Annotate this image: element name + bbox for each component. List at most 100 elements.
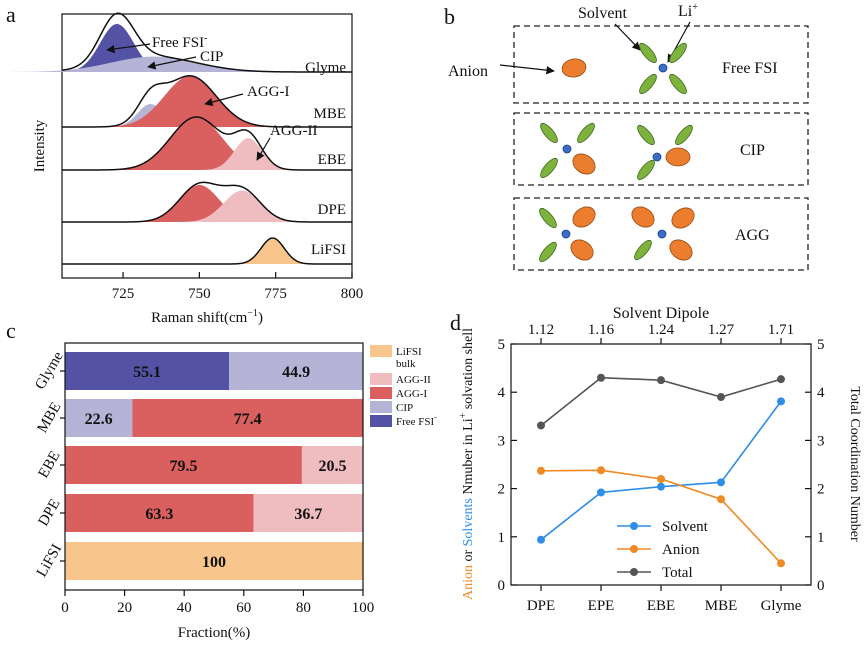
- anion-molecule: [572, 206, 596, 228]
- anion-molecule: [572, 153, 596, 175]
- panel-label-d: d: [450, 310, 461, 335]
- solvent-molecule: [634, 239, 652, 261]
- bar-segment-glyme-free-fsi: [65, 352, 230, 390]
- bar-segment-lifsi-lifsi-bulk: [65, 542, 363, 580]
- box-label-free-fsi: Free FSI: [722, 60, 778, 77]
- data-point-solvent: [717, 478, 725, 487]
- panel-label-a: a: [6, 2, 16, 27]
- solvent-molecule: [639, 73, 657, 95]
- callout-li: Li+: [678, 2, 698, 20]
- data-point-anion: [597, 466, 605, 475]
- category-label-ebe: EBE: [35, 448, 63, 481]
- panel-d-top-axis-label: Solvent Dipole: [613, 305, 709, 322]
- solvent-molecule: [577, 122, 595, 144]
- panel-c-xtick-label: 80: [296, 600, 311, 616]
- spectrum-component-ebe-1: [193, 138, 304, 170]
- panel-c-xtick-label: 100: [352, 600, 375, 616]
- data-point-solvent: [657, 482, 665, 491]
- anion-molecule: [669, 239, 693, 261]
- panel-label-c: c: [6, 318, 16, 343]
- trace-label-ebe: EBE: [318, 152, 346, 168]
- panel-d-left-ytick-label: 1: [498, 530, 506, 546]
- panel-a-xtick-label: 750: [188, 286, 211, 302]
- coordination-line-panel: 0 0 1 1 2 2 3 3 4 4 5 5 DPE 1.12 EPE 1.16 EBE 1.24 MBE 1.27…: [458, 305, 862, 614]
- annotation-arrow-free-fsi: [106, 43, 151, 54]
- bar-value-label: 22.6: [85, 411, 113, 428]
- solvent-molecule: [669, 73, 687, 95]
- li-ion: [657, 229, 667, 239]
- legend-label-2: AGG-I: [396, 388, 427, 400]
- anion-molecule: [570, 239, 594, 261]
- annotation-agg1: AGG-I: [247, 84, 290, 100]
- spectrum-envelope-ebe: [62, 116, 352, 171]
- spectrum-component-ebe-0: [92, 117, 301, 170]
- bar-value-label: 77.4: [234, 411, 262, 428]
- box-agg: [513, 197, 809, 271]
- legend-swatch-4: [370, 415, 392, 427]
- spectrum-envelope-mbe: [62, 75, 352, 128]
- solvent-molecule: [539, 241, 557, 263]
- category-label-dpe: DPE: [35, 496, 63, 529]
- spectrum-component-dpe-0: [120, 185, 279, 222]
- data-point-anion: [537, 466, 545, 475]
- panel-a-frame: [61, 13, 353, 279]
- spectrum-envelope-dpe: [62, 181, 352, 223]
- box-label-cip: CIP: [740, 142, 765, 159]
- solvent-molecule: [539, 207, 557, 229]
- data-point-total: [657, 376, 665, 385]
- spectrum-component-mbe-1: [86, 76, 294, 127]
- panel-d-right-ytick-label: 4: [817, 385, 825, 401]
- bar-value-label: 44.9: [282, 364, 310, 381]
- panel-a-ylabel: Intensity: [32, 119, 48, 172]
- panel-c-frame: [64, 342, 364, 591]
- legend-swatch-1: [370, 373, 392, 385]
- legend-swatch-0: [370, 345, 392, 357]
- callout-arrow-anion: [499, 64, 555, 75]
- panel-d-left-ytick-label: 3: [498, 433, 506, 449]
- panel-d-left-ytick-label: 0: [498, 578, 506, 594]
- legend-sublabel-0: bulk: [396, 358, 416, 370]
- data-point-total: [597, 373, 605, 382]
- data-point-total: [537, 421, 545, 430]
- legend-swatch-2: [370, 387, 392, 399]
- legend-marker-total: [630, 568, 638, 576]
- data-point-solvent: [597, 488, 605, 497]
- panel-d-xtick-label: EPE: [588, 598, 615, 614]
- bar-value-label: 79.5: [169, 458, 197, 475]
- panel-a-xtick-label: 725: [112, 286, 135, 302]
- legend-label-4: Free FSI-: [396, 413, 437, 428]
- legend-superscript: -: [434, 413, 437, 422]
- panel-d-right-ytick-label: 5: [817, 337, 825, 353]
- panel-d-xtick-label: MBE: [705, 598, 738, 614]
- panel-c-xlabel: Fraction(%): [178, 625, 250, 641]
- bar-segment-dpe-agg-i: [65, 494, 254, 532]
- bar-value-label: 55.1: [133, 364, 161, 381]
- solvent-molecule: [637, 124, 655, 146]
- data-point-total: [717, 393, 725, 402]
- panel-d-left-ytick-label: 4: [498, 385, 506, 401]
- data-point-solvent: [777, 397, 785, 406]
- spectrum-component-dpe-1: [168, 190, 316, 222]
- solvent-molecule: [637, 159, 655, 181]
- panel-d-top-tick-label: 1.16: [588, 322, 615, 338]
- legend-marker-solvent: [630, 522, 638, 530]
- bar-value-label: 63.3: [145, 506, 173, 523]
- panel-d-right-ytick-label: 0: [817, 578, 825, 594]
- legend-label-total: Total: [662, 565, 693, 581]
- trace-label-glyme: Glyme: [305, 60, 346, 76]
- data-point-anion: [777, 559, 785, 568]
- legend-label-solvent: Solvent: [662, 519, 709, 535]
- bar-segment-mbe-cip: [65, 399, 133, 437]
- li-ion: [562, 144, 572, 154]
- panel-c-xtick-label: 40: [177, 600, 192, 616]
- data-point-solvent: [537, 535, 545, 544]
- box-cip: [513, 112, 809, 186]
- li-ion: [561, 229, 571, 239]
- annotation-cip: CIP: [200, 49, 223, 65]
- panel-d-top-tick-label: 1.24: [648, 322, 675, 338]
- panel-d-right-ytick-label: 2: [817, 482, 825, 498]
- bar-segment-mbe-agg-i: [132, 399, 363, 437]
- trace-label-lifsi: LiFSI: [311, 242, 346, 258]
- raman-spectra-panel: Glyme MBE EBE DPE LiFSI 725 750 775 800 Raman s…: [0, 12, 363, 326]
- box-free-fsi: [513, 25, 809, 104]
